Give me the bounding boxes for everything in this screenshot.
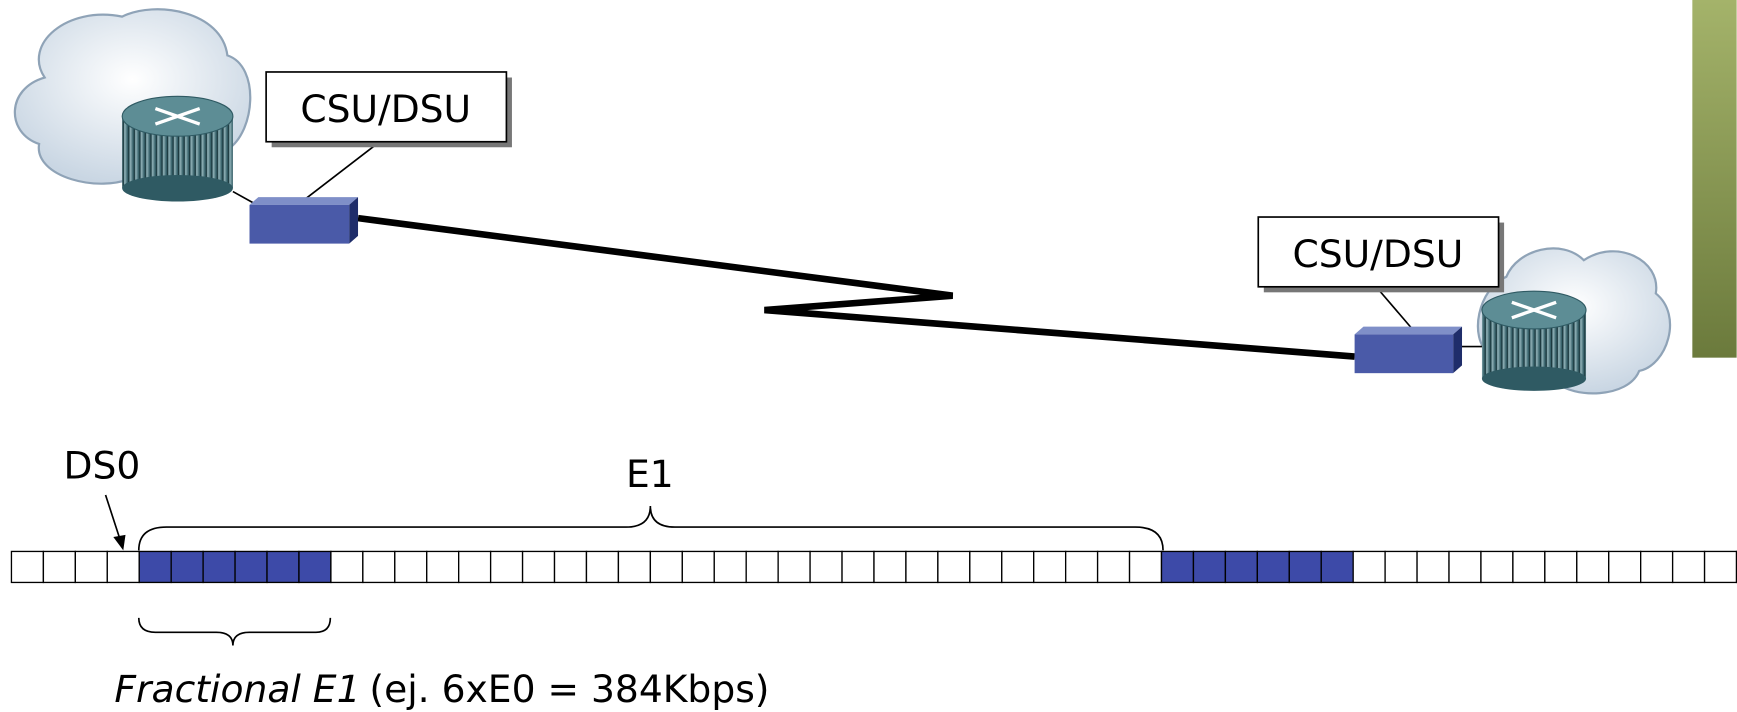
- timeslot: [745, 550, 779, 584]
- timeslot: [426, 550, 460, 584]
- label-box: [1257, 216, 1500, 288]
- timeslot: [1064, 550, 1099, 584]
- left-router: [121, 95, 234, 202]
- device-label: CSU/DSU: [300, 87, 471, 131]
- timeslot: [10, 550, 45, 584]
- callout-line: [304, 143, 378, 200]
- timeslot: [521, 550, 556, 584]
- timeslot: [1096, 550, 1131, 584]
- timeslot: [969, 550, 1003, 584]
- label-box: [265, 71, 508, 143]
- timeslot: [553, 550, 588, 584]
- timeslot: [1352, 550, 1386, 584]
- timeslot: [266, 550, 300, 584]
- fractional-label: Fractional E1 (ej. 6xE0 = 384Kbps): [114, 667, 769, 711]
- timeslot: [1416, 550, 1450, 584]
- fractional-title: Fractional E1: [114, 667, 360, 711]
- timeslot: [1224, 550, 1258, 584]
- timeslot: [1703, 550, 1737, 584]
- timeslot: [713, 550, 747, 584]
- timeslot: [1288, 550, 1322, 584]
- timeslot: [1256, 550, 1290, 584]
- timeslot: [1128, 550, 1163, 584]
- timeslot: [1576, 550, 1610, 584]
- callout-line: [1378, 289, 1413, 330]
- timeslot: [330, 550, 364, 584]
- timeslot: [617, 550, 652, 584]
- timeslot: [1480, 550, 1514, 584]
- timeslot: [841, 550, 875, 584]
- timeslot: [170, 550, 204, 584]
- timeslot: [1384, 550, 1418, 584]
- timeslot: [937, 550, 971, 584]
- timeslot: [1608, 550, 1642, 584]
- fractional-brace: [137, 617, 332, 646]
- timeslot: [809, 550, 843, 584]
- timeslots: [10, 550, 1737, 584]
- timeslot: [458, 550, 492, 584]
- timeslot: [362, 550, 396, 584]
- timeslot: [905, 550, 939, 584]
- fractional-note: (ej. 6xE0 = 384Kbps): [369, 667, 769, 711]
- timeslot: [1001, 550, 1035, 584]
- timeslot: [1640, 550, 1674, 584]
- arrow: [104, 494, 121, 540]
- timeslot: [873, 550, 907, 584]
- timeslot: [1512, 550, 1546, 584]
- timeslot: [1320, 550, 1354, 584]
- timeslot: [585, 550, 620, 584]
- timeslot: [234, 550, 268, 584]
- timeslot: [1192, 550, 1227, 584]
- device-label: CSU/DSU: [1292, 232, 1463, 276]
- ds0-label: DS0: [63, 443, 140, 487]
- timeslot: [394, 550, 428, 584]
- timeslot: [649, 550, 683, 584]
- serial-link: [357, 214, 1355, 360]
- timeslot: [681, 550, 715, 584]
- right-router: [1481, 290, 1587, 391]
- timeslot: [138, 550, 172, 584]
- timeslot: [42, 550, 76, 584]
- timeslot: [1544, 550, 1578, 584]
- timeslot: [1160, 550, 1195, 584]
- left-csu: [249, 197, 359, 244]
- timeslot: [202, 550, 236, 584]
- side-bar: [1692, 0, 1737, 358]
- arrowhead: [113, 534, 126, 551]
- timeslot: [1033, 550, 1067, 584]
- timeslot: [489, 550, 524, 584]
- timeslot: [777, 550, 811, 584]
- e1-label: E1: [626, 452, 674, 496]
- e1-brace: [137, 506, 1164, 551]
- timeslot: [106, 550, 140, 584]
- cable: [232, 190, 254, 204]
- right-csu: [1354, 326, 1463, 374]
- timeslot: [74, 550, 108, 584]
- timeslot: [1671, 550, 1706, 584]
- timeslot: [1448, 550, 1482, 584]
- timeslot: [298, 550, 332, 584]
